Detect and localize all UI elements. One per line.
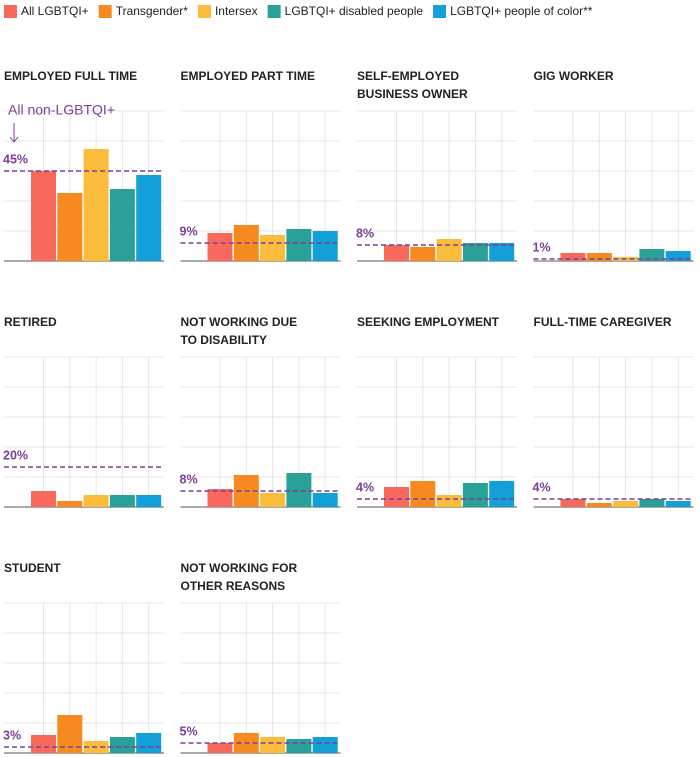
bar xyxy=(57,193,83,261)
legend-label: LGBTQI+ disabled people xyxy=(285,4,424,18)
panel-title: TO DISABILITY xyxy=(181,333,267,347)
bar xyxy=(436,495,462,507)
bar xyxy=(410,247,436,261)
legend-label: LGBTQI+ people of color** xyxy=(450,4,593,18)
reference-label: 4% xyxy=(356,480,374,494)
bar xyxy=(489,481,515,507)
bar xyxy=(384,487,409,507)
reference-label: 5% xyxy=(180,724,198,738)
bar xyxy=(665,501,691,507)
bar xyxy=(260,737,286,753)
reference-label: 20% xyxy=(3,448,28,462)
bar xyxy=(136,495,162,507)
reference-label: 8% xyxy=(356,226,374,240)
legend-label: All LGBTQI+ xyxy=(21,4,89,18)
annotation-arrowhead xyxy=(9,136,19,143)
bar xyxy=(31,491,56,507)
bar xyxy=(312,737,338,753)
panel-title: GIG WORKER xyxy=(534,69,614,83)
panel-title: NOT WORKING DUE xyxy=(181,315,298,329)
panel-title: BUSINESS OWNER xyxy=(357,87,468,101)
panel-title: FULL-TIME CAREGIVER xyxy=(534,315,672,329)
annotation: All non-LGBTQI+ xyxy=(8,102,115,118)
bar xyxy=(560,499,586,507)
panel-title: STUDENT xyxy=(4,561,61,575)
legend-swatch xyxy=(98,5,112,18)
bar xyxy=(207,489,233,507)
panel-title: SELF-EMPLOYED xyxy=(357,69,459,83)
legend-label: Intersex xyxy=(215,4,258,18)
bar xyxy=(109,495,135,507)
reference-label: 3% xyxy=(3,728,21,742)
bar xyxy=(312,493,338,507)
bar xyxy=(260,493,286,507)
bar xyxy=(613,501,639,507)
panel-title: EMPLOYED PART TIME xyxy=(181,69,315,83)
bar xyxy=(410,481,436,507)
bar xyxy=(109,189,135,261)
bar xyxy=(286,739,312,753)
bar xyxy=(260,235,286,261)
bar xyxy=(639,249,665,261)
bar xyxy=(560,253,586,261)
reference-label: 4% xyxy=(533,480,551,494)
legend-swatch xyxy=(197,5,211,18)
reference-label: 8% xyxy=(180,472,198,486)
bar xyxy=(586,503,612,507)
bar xyxy=(286,229,312,261)
panel-title: SEEKING EMPLOYMENT xyxy=(357,315,500,329)
bar xyxy=(136,175,162,261)
bar xyxy=(207,233,233,261)
panel-title: EMPLOYED FULL TIME xyxy=(4,69,137,83)
bar xyxy=(639,499,665,507)
legend-swatch xyxy=(4,5,17,18)
bar xyxy=(83,495,109,507)
panel-title: OTHER REASONS xyxy=(181,579,286,593)
reference-label: 9% xyxy=(180,224,198,238)
bar xyxy=(489,243,515,261)
bar xyxy=(436,239,462,261)
bar xyxy=(31,735,56,753)
bar xyxy=(31,171,56,261)
bar xyxy=(57,501,83,507)
bar xyxy=(586,253,612,261)
bar xyxy=(286,473,312,507)
legend-label: Transgender* xyxy=(116,4,189,18)
bar xyxy=(462,483,488,507)
legend-swatch xyxy=(267,5,281,18)
panel-title: RETIRED xyxy=(4,315,57,329)
bar xyxy=(312,231,338,261)
panel-title: NOT WORKING FOR xyxy=(181,561,298,575)
bar xyxy=(83,149,109,261)
bar xyxy=(207,743,233,753)
legend-swatch xyxy=(433,5,447,18)
reference-label: 1% xyxy=(533,240,551,254)
bar xyxy=(462,243,488,261)
bar xyxy=(136,733,162,753)
bar xyxy=(109,737,135,753)
reference-label: 45% xyxy=(3,152,28,166)
bar xyxy=(665,251,691,261)
bar xyxy=(384,245,409,261)
